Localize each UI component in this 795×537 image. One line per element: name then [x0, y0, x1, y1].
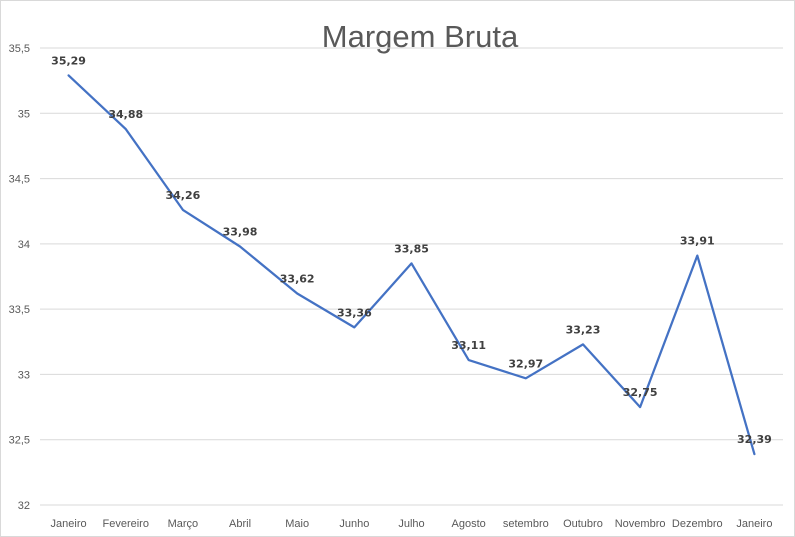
- data-label: 32,75: [623, 386, 658, 399]
- x-tick-label: Abril: [229, 518, 251, 530]
- x-tick-label: Maio: [285, 518, 309, 530]
- y-tick-label: 33: [18, 369, 30, 381]
- data-label: 32,97: [508, 357, 543, 370]
- series-layer: [67, 74, 756, 456]
- x-tick-label: Fevereiro: [102, 518, 148, 530]
- y-tick-label: 35,5: [9, 43, 30, 55]
- y-tick-label: 34,5: [9, 174, 30, 186]
- x-tick-label: Agosto: [452, 518, 486, 530]
- x-tick-label: Junho: [339, 518, 369, 530]
- x-tick-label: setembro: [503, 518, 549, 530]
- data-label: 33,62: [280, 272, 315, 285]
- y-axis-ticks: 32 32,5 33 33,5 34 34,5 35 35,5: [9, 43, 30, 512]
- y-tick-label: 34: [18, 239, 30, 251]
- y-tick-label: 35: [18, 108, 30, 120]
- chart-title: Margem Bruta: [322, 19, 519, 54]
- data-label: 34,26: [165, 189, 200, 202]
- y-tick-label: 32: [18, 500, 30, 512]
- x-axis-ticks: Janeiro Fevereiro Março Abril Maio Junho Julho…: [51, 518, 773, 530]
- x-tick-label: Dezembro: [672, 518, 723, 530]
- data-label: 34,88: [108, 108, 143, 121]
- data-label: 33,91: [680, 235, 715, 248]
- data-label: 33,11: [451, 339, 486, 352]
- y-tick-label: 33,5: [9, 304, 30, 316]
- data-labels: 35,29 34,88 34,26 33,98 33,62 33,36 33,85 33,11…: [51, 54, 772, 446]
- x-tick-label: Julho: [398, 518, 424, 530]
- data-label: 33,85: [394, 242, 429, 255]
- x-tick-label: Novembro: [615, 518, 666, 530]
- data-label: 33,36: [337, 306, 372, 319]
- data-label: 33,23: [566, 323, 601, 336]
- x-tick-label: Janeiro: [51, 518, 87, 530]
- data-label: 33,98: [223, 225, 258, 238]
- series-line: [67, 74, 756, 456]
- y-tick-label: 32,5: [9, 435, 30, 447]
- x-tick-label: Janeiro: [736, 518, 772, 530]
- gridlines: [40, 47, 783, 506]
- x-tick-label: Outubro: [563, 518, 603, 530]
- x-tick-label: Março: [168, 518, 199, 530]
- data-label: 35,29: [51, 54, 86, 67]
- data-label: 32,39: [737, 433, 772, 446]
